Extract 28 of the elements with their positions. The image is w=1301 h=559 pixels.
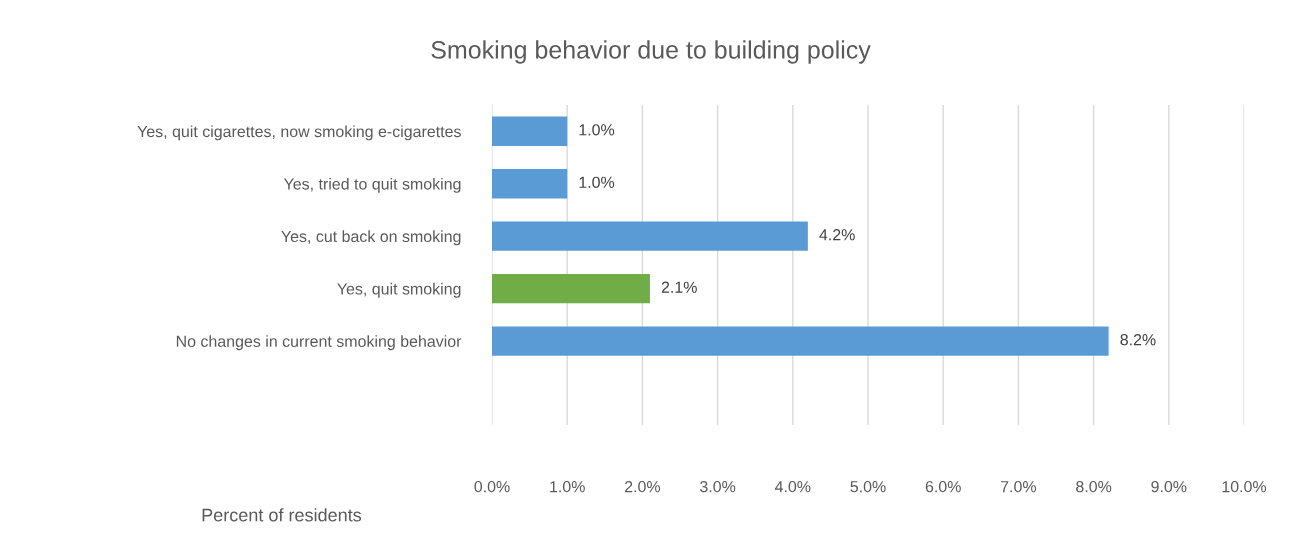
- data-label: 2.1%: [661, 281, 697, 293]
- x-tick-label: 9.0%: [1151, 480, 1187, 493]
- x-tick-label: 0.0%: [474, 480, 510, 493]
- bar: [492, 273, 650, 304]
- x-tick-label: 6.0%: [925, 480, 961, 493]
- data-label: 8.2%: [1120, 334, 1156, 346]
- x-tick-label: 10.0%: [1222, 480, 1267, 493]
- x-axis-title: Percent of residents: [202, 508, 362, 522]
- bar: [492, 169, 568, 199]
- x-tick-label: 5.0%: [850, 480, 886, 493]
- bar: [492, 326, 1109, 356]
- chart-title: Smoking behavior due to building policy: [431, 40, 871, 64]
- x-tick-label: 4.0%: [774, 480, 811, 493]
- y-tick-label: No changes in current smoking behavior: [176, 335, 462, 351]
- data-label: 1.0%: [579, 176, 615, 188]
- y-tick-label: Yes, cut back on smoking: [281, 230, 461, 246]
- x-tick-label: 1.0%: [550, 480, 585, 493]
- x-tick-label: 7.0%: [1001, 480, 1037, 493]
- y-tick-label: Yes, quit smoking: [337, 282, 461, 298]
- data-label: 4.2%: [819, 229, 855, 241]
- x-tick-label: 2.0%: [625, 480, 661, 493]
- y-tick-label: Yes, tried to quit smoking: [283, 177, 461, 193]
- bar: [492, 116, 568, 146]
- x-tick-label: 8.0%: [1076, 480, 1112, 493]
- y-tick-label: Yes, quit cigarettes, now smoking e-cigarettes: [137, 125, 461, 141]
- bar: [492, 221, 808, 251]
- data-label: 1.0%: [579, 124, 615, 136]
- x-tick-label: 3.0%: [700, 480, 736, 493]
